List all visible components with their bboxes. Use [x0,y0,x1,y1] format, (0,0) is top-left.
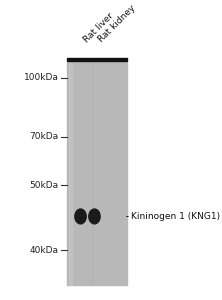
Text: Kininogen 1 (KNG1): Kininogen 1 (KNG1) [127,212,220,221]
Text: Rat liver: Rat liver [82,11,115,44]
Ellipse shape [75,209,86,224]
Text: Rat kidney: Rat kidney [97,4,137,44]
Ellipse shape [89,209,100,224]
Bar [67,61,127,285]
Bar [69,61,72,285]
Bar [67,58,127,61]
Text: 70kDa: 70kDa [30,133,59,142]
Text: 100kDa: 100kDa [24,73,59,82]
Text: 40kDa: 40kDa [30,246,59,255]
Text: 50kDa: 50kDa [30,181,59,190]
